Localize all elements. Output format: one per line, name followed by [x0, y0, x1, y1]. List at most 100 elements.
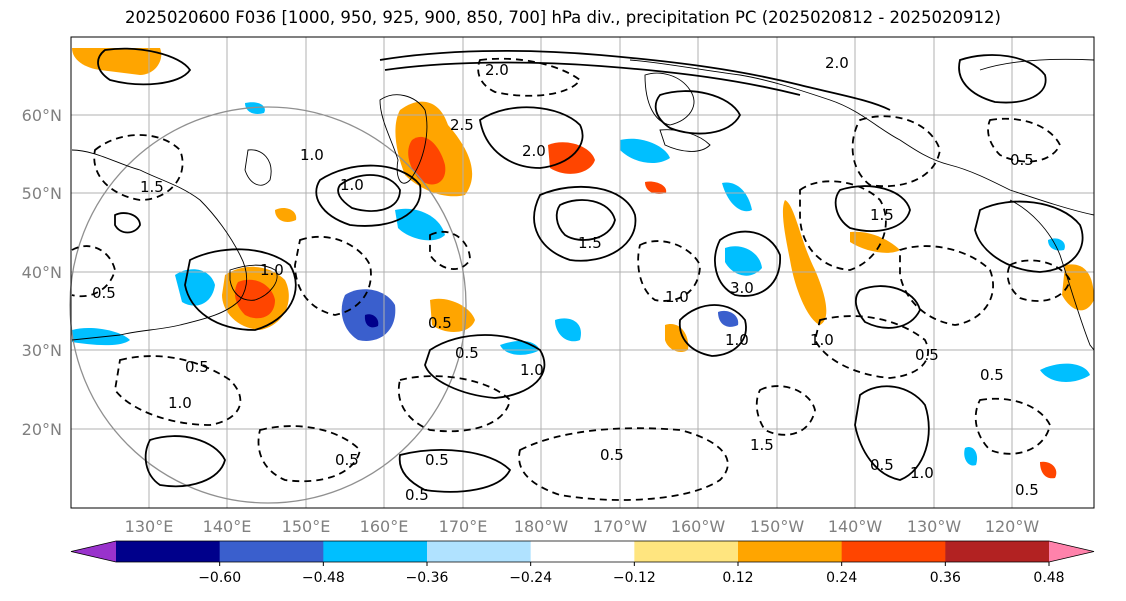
contour-label: 1.0 — [340, 176, 364, 194]
colorbar: −0.60 −0.48 −0.36 −0.24 −0.12 0.12 0.24 0.36 0.4… — [70, 540, 1095, 586]
precip-patch-neg-n — [245, 102, 265, 114]
lat-labels: 60°N 50°N 40°N 30°N 20°N — [22, 106, 62, 439]
precip-patch-neg-kam — [395, 208, 445, 241]
contour-label: 2.0 — [825, 54, 849, 72]
gridlines — [71, 37, 1094, 508]
lon-label: 140°E — [203, 517, 252, 536]
contour-label: 1.5 — [870, 206, 894, 224]
lon-label: 150°W — [750, 517, 805, 536]
precip-patch-neg-japan — [175, 269, 215, 306]
contour-label: 0.5 — [1010, 151, 1034, 169]
contour-label: 0.5 — [915, 346, 939, 364]
contour-label: 0.5 — [185, 358, 209, 376]
contour-label: 0.5 — [335, 451, 359, 469]
contour-label: 1.0 — [725, 331, 749, 349]
contour-label: 0.5 — [425, 451, 449, 469]
precip-patch-midpac — [430, 298, 475, 332]
contour-label: 0.5 — [1015, 481, 1039, 499]
lon-label: 160°E — [360, 517, 409, 536]
contour-label: 0.5 — [428, 314, 452, 332]
precip-patch-small1 — [645, 181, 667, 194]
contour-label: 0.5 — [870, 456, 894, 474]
contour-label: 0.5 — [980, 366, 1004, 384]
colorbar-cell — [116, 541, 221, 562]
precip-patch-south — [665, 324, 689, 352]
contour-label: 1.5 — [750, 436, 774, 454]
precip-patch-kamchatka-core — [408, 136, 446, 185]
coastlines — [71, 58, 1095, 351]
lon-label: 170°E — [439, 517, 488, 536]
colorbar-tick-label: 0.24 — [826, 570, 857, 586]
colorbar-extend-low — [71, 541, 116, 562]
contour-label: 1.0 — [300, 146, 324, 164]
colorbar-tick-label: 0.36 — [930, 570, 961, 586]
precip-patch-neg-small — [964, 446, 978, 466]
colorbar-cell — [945, 541, 1050, 562]
lon-labels: 130°E 140°E 150°E 160°E 170°E 180°W 170°… — [125, 517, 1040, 536]
contour-label: 1.0 — [665, 288, 689, 306]
lon-label: 180°W — [514, 517, 569, 536]
colorbar-tick-label: −0.60 — [198, 570, 241, 586]
precip-patch-neg-north — [1048, 238, 1065, 251]
lat-label: 30°N — [22, 341, 62, 360]
contour-label: 0.5 — [455, 344, 479, 362]
contour-labels: 0.5 0.5 0.5 0.5 0.5 0.5 0.5 0.5 0.5 0.5 … — [92, 54, 1039, 504]
colorbar-cell — [738, 541, 843, 562]
lon-label: 130°E — [125, 517, 174, 536]
precip-patch-neg-alaska — [620, 138, 670, 164]
contour-label: 2.5 — [450, 116, 474, 134]
colorbar-extend-high — [1049, 541, 1094, 562]
precip-patch-small2 — [275, 208, 297, 222]
precip-patch-neg-mid3 — [555, 318, 581, 342]
lat-label: 40°N — [22, 263, 62, 282]
lat-label: 50°N — [22, 184, 62, 203]
lon-label: 120°W — [985, 517, 1040, 536]
region-circle — [69, 106, 467, 504]
colorbar-tick-label: −0.48 — [302, 570, 345, 586]
colorbar-cell — [530, 541, 635, 562]
contour-label: 1.0 — [520, 361, 544, 379]
colorbar-tick-label: −0.24 — [509, 570, 552, 586]
contour-label: 1.5 — [578, 234, 602, 252]
colorbar-cell — [634, 541, 739, 562]
lon-label: 170°W — [593, 517, 648, 536]
figure-title: 2025020600 F036 [1000, 950, 925, 900, 85… — [125, 8, 1001, 27]
colorbar-cell — [841, 541, 946, 562]
colorbar-tick-label: −0.12 — [613, 570, 656, 586]
contour-label: 0.5 — [405, 486, 429, 504]
lon-label: 150°E — [282, 517, 331, 536]
colorbar-cells — [70, 540, 1095, 563]
contour-label: 1.0 — [168, 394, 192, 412]
contour-label: 1.0 — [260, 261, 284, 279]
precip-patch-east1 — [782, 200, 827, 325]
solid-contours — [97, 47, 1084, 493]
contour-label: 1.5 — [140, 178, 164, 196]
precip-patch-neg-east — [725, 246, 762, 276]
colorbar-tick-label: 0.48 — [1033, 570, 1064, 586]
colorbar-ticks: −0.60 −0.48 −0.36 −0.24 −0.12 0.12 0.24 0.36 0.4… — [198, 562, 1065, 586]
lon-label: 130°W — [907, 517, 962, 536]
contour-label: 3.0 — [730, 279, 754, 297]
precip-patch-nw — [72, 48, 162, 75]
map-panel: 0.5 0.5 0.5 0.5 0.5 0.5 0.5 0.5 0.5 0.5 … — [69, 36, 1095, 509]
colorbar-tick-label: 0.12 — [722, 570, 753, 586]
dashed-contours — [71, 57, 1071, 501]
precip-patch-small3 — [1040, 461, 1057, 479]
colorbar-cell — [219, 541, 324, 562]
colorbar-cell — [427, 541, 532, 562]
contour-label: 0.5 — [600, 446, 624, 464]
contour-label: 2.0 — [485, 61, 509, 79]
precip-patch-neg-yam — [718, 310, 739, 327]
colorbar-tick-label: −0.36 — [406, 570, 449, 586]
lat-label: 20°N — [22, 420, 62, 439]
precip-patch-neg-ne2 — [722, 182, 752, 212]
precip-patch-neg-east2 — [1040, 363, 1090, 382]
contour-label: 2.0 — [522, 142, 546, 160]
contour-label: 0.5 — [92, 284, 116, 302]
precip-patch-aleutian — [548, 142, 595, 174]
precip-patch-ne — [850, 231, 900, 253]
colorbar-cell — [323, 541, 428, 562]
contour-label: 1.0 — [910, 464, 934, 482]
lon-label: 140°W — [828, 517, 883, 536]
